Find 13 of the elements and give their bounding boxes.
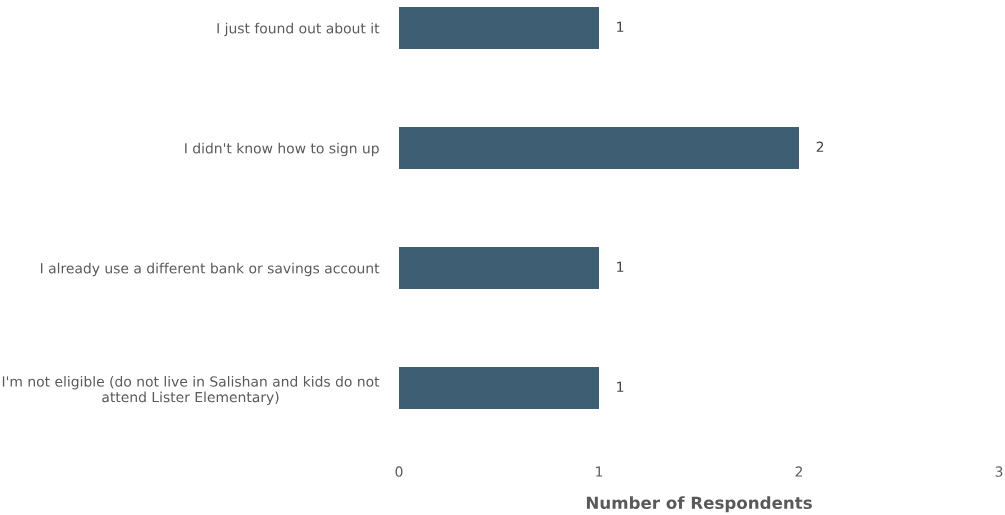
data-label: 2 (816, 141, 824, 152)
data-label: 1 (617, 381, 624, 392)
x-axis-title: Number of Respondents (586, 496, 812, 513)
y-tick-label: I just found out about it (217, 22, 380, 37)
x-tick-label: 1 (596, 466, 603, 477)
x-tick-label: 2 (795, 466, 803, 477)
x-tick-label: 3 (995, 466, 1003, 477)
data-label: 1 (617, 261, 624, 272)
y-tick-label: I didn't know how to sign up (185, 142, 379, 157)
y-tick-label: I already use a different bank or savings account (40, 262, 380, 277)
data-label: 1 (617, 21, 624, 32)
x-tick-label: 0 (395, 466, 403, 477)
y-tick-label: I'm not eligible (do not live in Salishan and kids do not attend Lister Elementary) (2, 376, 380, 405)
